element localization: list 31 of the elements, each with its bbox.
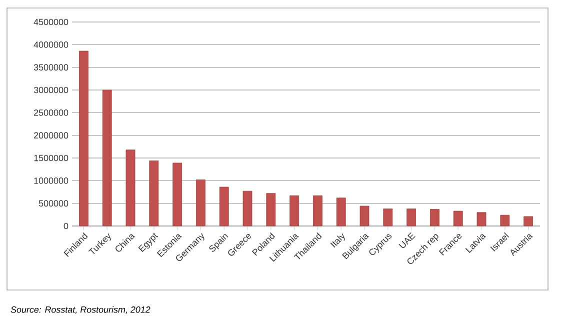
bar <box>219 186 229 226</box>
source-note: Source: Rosstat, Rostourism, 2012 <box>10 306 150 314</box>
bar <box>453 210 463 226</box>
bar <box>266 193 276 226</box>
bar <box>242 190 252 226</box>
bar <box>406 208 416 226</box>
y-tick-label: 2000000 <box>34 132 68 139</box>
bar <box>79 50 88 226</box>
bar <box>172 162 182 226</box>
bar <box>336 198 346 226</box>
bar <box>524 216 534 226</box>
bar <box>360 206 370 226</box>
bar <box>476 212 486 226</box>
y-tick-label: 500000 <box>38 200 68 207</box>
bar <box>149 160 159 226</box>
y-tick-label: 3500000 <box>34 64 68 71</box>
y-tick-label: 1500000 <box>34 154 68 162</box>
bar <box>500 214 510 226</box>
bar <box>383 208 393 226</box>
y-tick-label: 2500000 <box>34 109 68 116</box>
y-tick-label: 0 <box>64 222 68 230</box>
bar <box>430 209 440 226</box>
bar <box>196 180 206 226</box>
y-tick-label: 4500000 <box>34 18 68 26</box>
bar <box>126 150 136 226</box>
bar <box>102 90 112 226</box>
bar <box>290 195 300 226</box>
bar <box>313 195 322 226</box>
y-tick-label: 3000000 <box>34 86 68 94</box>
y-tick-label: 4000000 <box>34 41 68 48</box>
y-tick-label: 1000000 <box>34 177 68 184</box>
